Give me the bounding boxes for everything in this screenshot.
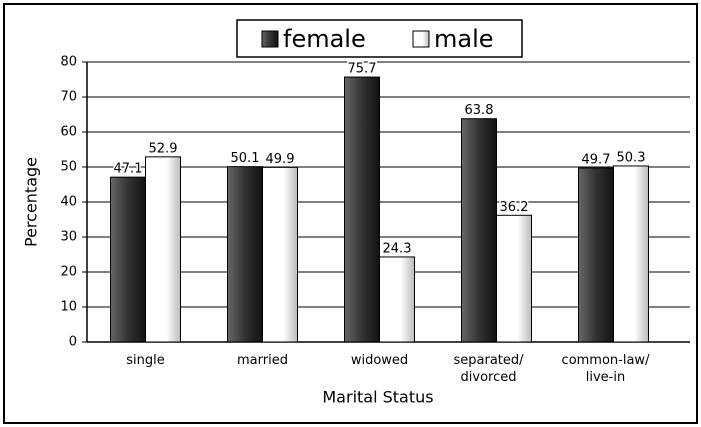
legend-swatch: [261, 30, 279, 48]
y-tick-label: 40: [60, 195, 77, 210]
data-label: 24.3: [383, 241, 412, 256]
data-label: 63.8: [465, 103, 494, 118]
bar: [344, 76, 380, 343]
bar: [613, 165, 649, 343]
bar: [496, 214, 532, 343]
x-tick-label-line: widowed: [351, 353, 408, 368]
y-tick-label: 50: [60, 160, 77, 175]
x-tick-label: married: [237, 353, 288, 368]
x-tick-label-line: divorced: [461, 370, 517, 385]
x-axis-title: Marital Status: [322, 388, 433, 407]
x-tick-label-line: married: [237, 353, 288, 368]
y-tick-label: 0: [69, 335, 77, 350]
y-tick-label: 20: [60, 265, 77, 280]
bar: [145, 156, 181, 343]
legend-label: female: [283, 25, 366, 53]
y-tick-label: 60: [60, 125, 77, 140]
bar: [110, 176, 146, 343]
data-label: 52.9: [149, 141, 178, 156]
y-axis-title: Percentage: [22, 157, 41, 247]
data-label: 50.1: [231, 151, 260, 166]
data-label: 47.1: [114, 162, 143, 177]
data-label: 50.3: [617, 150, 646, 165]
x-tick-label-line: live-in: [586, 370, 625, 385]
x-tick-label: common-law/live-in: [562, 353, 651, 385]
x-tick-label: single: [126, 353, 165, 368]
bar: [461, 118, 497, 343]
data-label: 36.2: [500, 200, 529, 215]
legend-label: male: [434, 25, 494, 53]
bar: [262, 166, 298, 343]
x-tick-label: separated/divorced: [453, 353, 524, 385]
x-tick-label-line: separated/: [453, 353, 524, 368]
y-tick-label: 80: [60, 55, 77, 70]
data-label: 49.9: [266, 152, 295, 167]
legend-swatch: [412, 30, 430, 48]
data-label: 49.7: [582, 153, 611, 168]
x-tick-label-line: single: [126, 353, 165, 368]
bar: [578, 167, 614, 343]
x-tick-label-line: common-law/: [562, 353, 651, 368]
x-tick-label: widowed: [351, 353, 408, 368]
bar: [379, 256, 415, 343]
y-tick-label: 10: [60, 300, 77, 315]
legend-box: [236, 19, 523, 58]
y-tick-label: 70: [60, 90, 77, 105]
data-label: 75.7: [348, 62, 377, 77]
y-tick-label: 30: [60, 230, 77, 245]
bar: [227, 166, 263, 343]
